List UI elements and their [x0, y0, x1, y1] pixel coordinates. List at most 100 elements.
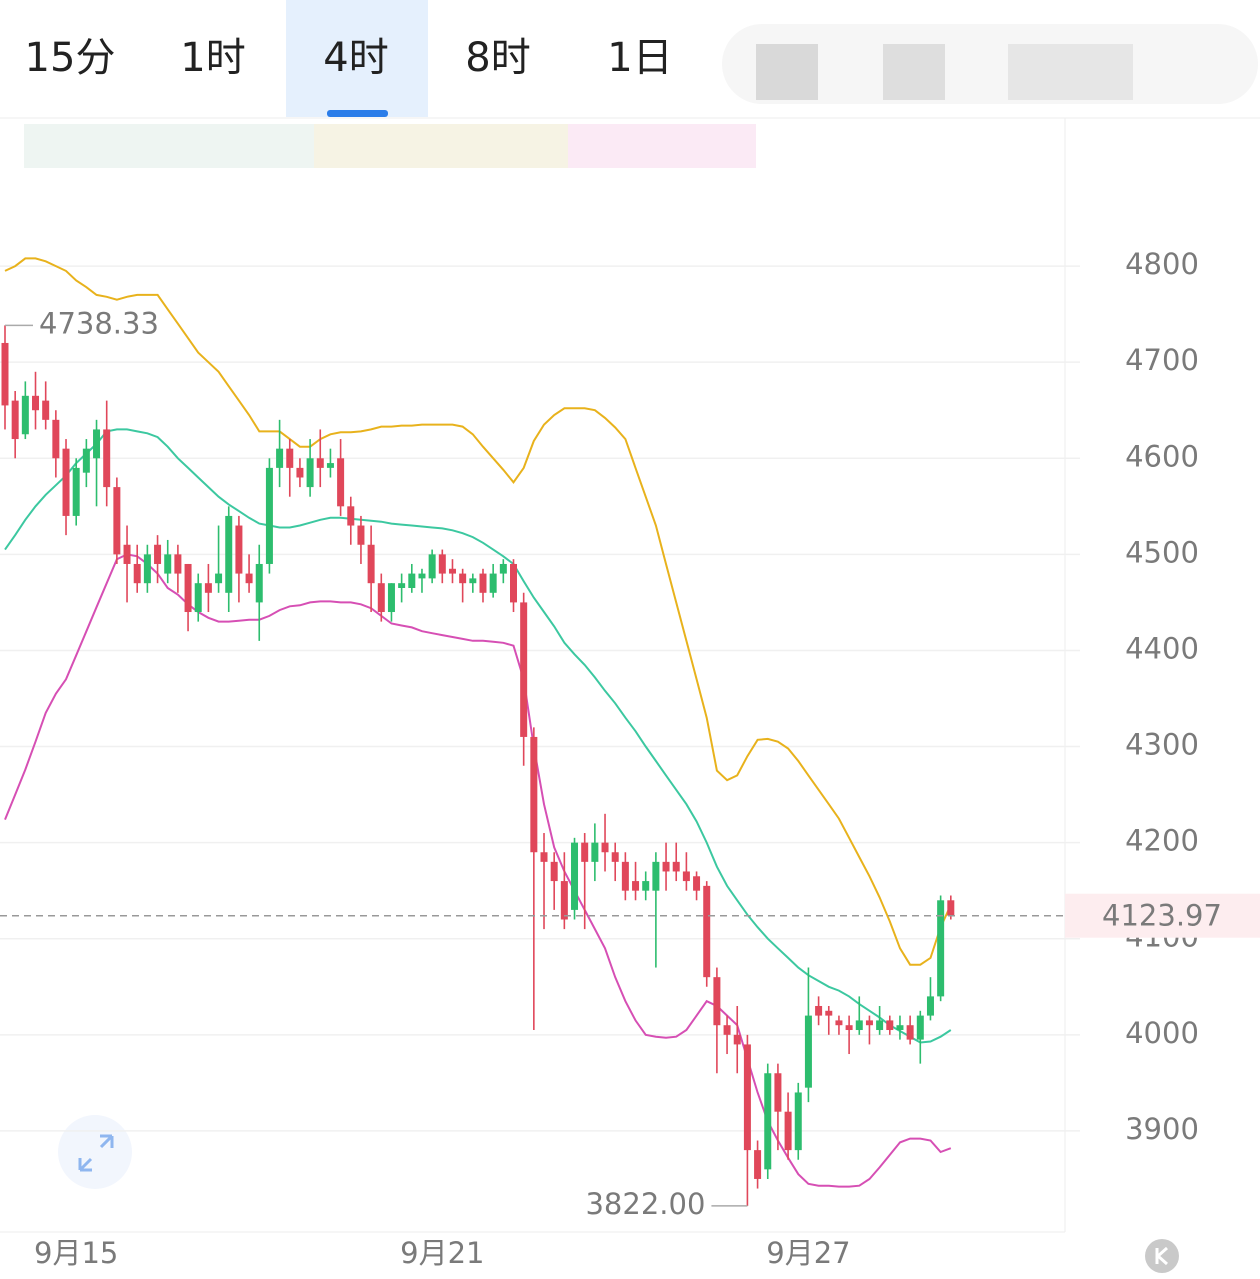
candle-body: [82, 448, 90, 473]
tab-selected-bg: [286, 0, 428, 117]
candle-body: [194, 583, 202, 613]
candle-body: [215, 573, 223, 584]
annotation-label: 4738.33: [39, 306, 159, 340]
candle-body: [591, 842, 599, 862]
candle-body: [225, 515, 233, 593]
band-line: [4, 257, 952, 966]
candle-body: [743, 1044, 751, 1151]
candle-body: [255, 563, 263, 603]
candle-body: [672, 861, 680, 872]
band-line: [4, 428, 952, 1044]
candle-body: [845, 1025, 853, 1031]
candle-body: [855, 1020, 863, 1031]
candle-body: [479, 573, 487, 593]
candle-body: [865, 1020, 873, 1026]
bands: [4, 257, 952, 1188]
candle-body: [418, 573, 426, 579]
candle-body: [306, 458, 314, 488]
y-tick-label: 4300: [1125, 728, 1199, 762]
candle-body: [581, 842, 589, 862]
tab-indicator: [327, 110, 388, 117]
candle-body: [459, 573, 467, 584]
candle-body: [571, 842, 579, 910]
candle-body: [906, 1025, 914, 1040]
blurred-legend: [24, 124, 314, 168]
candle-body: [713, 977, 721, 1026]
candle-body: [357, 525, 365, 545]
candle-body: [337, 458, 345, 507]
candle-body: [530, 736, 538, 853]
candle-body: [11, 400, 19, 440]
x-tick-label: 9月15: [34, 1236, 118, 1270]
candle-body: [21, 395, 29, 435]
candle-body: [296, 467, 304, 478]
expand-button[interactable]: [58, 1115, 132, 1189]
y-tick-label: 4200: [1125, 824, 1199, 858]
candle-body: [601, 842, 609, 853]
candle-body: [815, 1005, 823, 1016]
candle-body: [754, 1150, 762, 1179]
annotation-label: 3822.00: [585, 1187, 705, 1221]
blurred-block: [756, 44, 818, 100]
candle-body: [937, 900, 945, 997]
band-line: [4, 553, 952, 1188]
tab[interactable]: 8时: [465, 35, 530, 81]
expand-icon: [78, 1134, 114, 1172]
candle-body: [723, 1025, 731, 1035]
blurred-block: [1008, 44, 1133, 100]
candle-body: [662, 861, 670, 872]
candle-body: [611, 852, 619, 862]
candle-body: [347, 506, 355, 526]
tab[interactable]: 1时: [180, 35, 245, 81]
tab[interactable]: 4时: [323, 35, 388, 81]
candle-body: [113, 487, 121, 555]
candle-body: [876, 1020, 884, 1031]
k-button[interactable]: [1145, 1239, 1179, 1273]
y-tick-label: 4500: [1125, 535, 1199, 569]
candle-body: [42, 400, 50, 420]
candle-body: [540, 852, 548, 862]
candle-body: [560, 881, 568, 920]
candle-body: [947, 900, 955, 916]
candle-body: [774, 1073, 782, 1112]
candle-body: [408, 573, 416, 588]
candle-body: [804, 1015, 812, 1088]
candle-body: [143, 554, 151, 584]
tab[interactable]: 1日: [607, 35, 672, 81]
candle-body: [377, 583, 385, 613]
candle-body: [733, 1034, 741, 1045]
k-icon: [1155, 1246, 1168, 1266]
candle-body: [72, 467, 80, 516]
candle-body: [286, 448, 294, 468]
candle-body: [123, 544, 131, 564]
candle-body: [1, 342, 9, 406]
candle-body: [642, 881, 650, 891]
candle-body: [265, 467, 273, 564]
y-tick-label: 4600: [1125, 439, 1199, 473]
candle-body: [886, 1020, 894, 1031]
candle-body: [326, 463, 334, 468]
candle-body: [703, 885, 711, 978]
candle-body: [448, 568, 456, 574]
candle-body: [235, 525, 243, 574]
candle-body: [794, 1092, 802, 1151]
candle-body: [133, 563, 141, 584]
y-tick-label: 4400: [1125, 631, 1199, 665]
last-price-box: [1065, 893, 1260, 938]
candle-body: [174, 554, 182, 574]
tab[interactable]: 15分: [25, 35, 116, 81]
candle-body: [652, 861, 660, 891]
candle-body: [520, 602, 528, 737]
candle-body: [184, 563, 192, 613]
overlay: 4738.33 3822.00 4123.97: [0, 306, 1260, 1221]
y-tick-label: 4000: [1125, 1016, 1199, 1050]
candle-body: [896, 1025, 904, 1031]
candle-body: [32, 395, 40, 411]
candle-body: [621, 861, 629, 891]
x-tick-label: 9月27: [766, 1236, 850, 1270]
candle-body: [693, 876, 701, 891]
blurred-block: [883, 44, 945, 100]
candle-body: [489, 573, 497, 593]
